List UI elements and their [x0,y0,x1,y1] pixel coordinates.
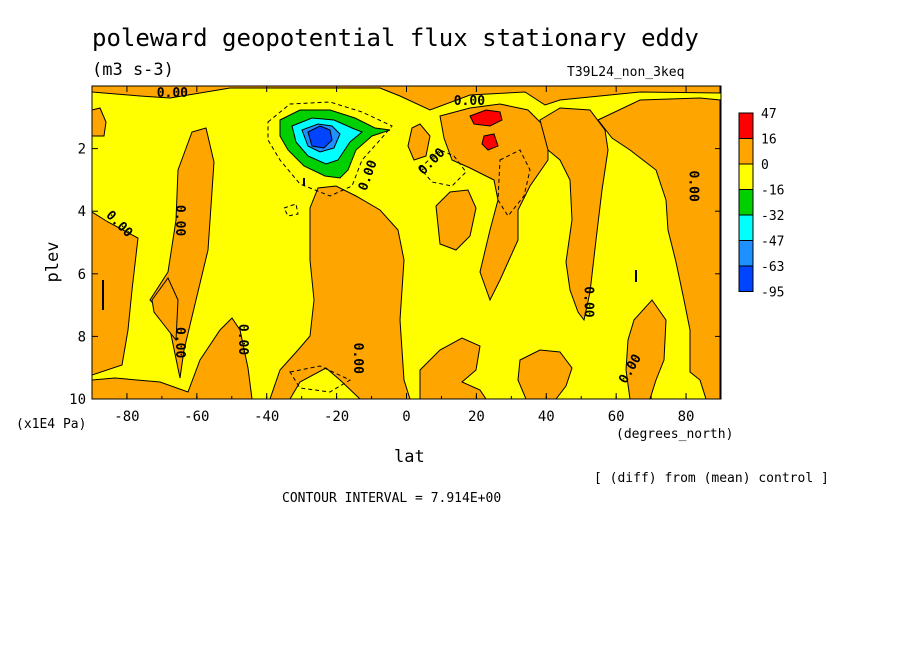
x-tick-label: 40 [538,409,555,425]
legend-level-label: -16 [761,184,784,199]
legend-level-label: -32 [761,209,784,224]
negative-level-4 [307,125,333,149]
legend-swatch [738,138,754,165]
field-marks [102,178,637,310]
legend-level-label: 16 [761,133,777,148]
legend-swatch [738,189,754,216]
contour-label: 0.00 [350,343,365,374]
positive-region [597,97,721,399]
legend-swatch [738,265,754,292]
legend-swatch [738,240,754,267]
legend-swatch [738,112,754,139]
plot-area: 0.000.000.00 0.000.000.00 0.000.00 0.000.00… [69,85,722,425]
y-axis-label: plev [43,242,63,283]
positive-region [407,123,431,161]
legend-level-label: -47 [761,235,784,250]
legend-level-label: -95 [761,286,784,301]
dashed-contour [283,203,299,217]
positive-region [92,86,721,111]
legend-swatch [738,163,754,190]
color-legend: 47 16 0 -16 -32 -47 -63 -95 [738,107,784,301]
contour-label: 0.00 [172,327,187,358]
legend-level-label: -63 [761,260,784,275]
diff-note: [ (diff) from (mean) control ] [594,471,829,486]
x-tick-label: -60 [184,409,209,425]
positive-region [92,317,253,399]
positive-region [151,277,179,342]
dashed-contour [289,365,352,393]
y-tick-label: 4 [78,204,86,220]
positive-region [269,185,411,399]
legend-swatch [738,214,754,241]
positive-region [435,189,477,251]
x-axis: -80 -60 -40 -20 0 20 40 60 80 [91,86,722,425]
contour-label: 0.00 [172,205,187,236]
y-axis: 2 4 6 8 10 [69,142,721,408]
positive-region [92,107,107,137]
x-tick-label: -80 [114,409,139,425]
y-tick-label: 6 [78,267,86,283]
chart-title: poleward geopotential flux stationary ed… [92,24,699,52]
dashed-contour [267,101,393,197]
y-axis-units: (x1E4 Pa) [16,417,86,432]
positive-regions [92,86,721,399]
dashed-contour [497,149,531,217]
negative-core [279,109,391,179]
x-tick-label: 0 [402,409,410,425]
positive-region [517,349,573,399]
y-tick-label: 2 [78,142,86,158]
x-axis-label: lat [394,447,425,467]
x-tick-label: 60 [608,409,625,425]
run-label: T39L24_non_3keq [567,65,684,80]
contour-label: 0.00 [686,171,701,202]
y-tick-label: 8 [78,329,86,345]
contour-interval: CONTOUR INTERVAL = 7.914E+00 [282,491,501,506]
contour-label: 0.00 [581,286,596,317]
strong-positive-regions [469,109,503,151]
positive-region [419,337,487,399]
x-tick-label: -20 [324,409,349,425]
positive-region [439,103,549,302]
strong-positive-region [469,109,503,127]
dashed-contours [267,101,531,393]
strong-positive-region [481,133,499,151]
x-tick-label: 80 [678,409,695,425]
contour-label: 0.00 [454,94,485,109]
positive-region [625,299,667,399]
legend-level-label: 0 [761,158,769,173]
positive-region [92,211,139,376]
chart-units: (m3 s-3) [92,60,174,80]
x-tick-label: 20 [468,409,485,425]
x-tick-label: -40 [254,409,279,425]
contour-label: 0.00 [157,86,188,101]
contour-label: 0.00 [235,324,250,355]
x-axis-units: (degrees_north) [616,427,733,442]
y-tick-label: 10 [69,392,86,408]
legend-level-label: 47 [761,107,777,122]
